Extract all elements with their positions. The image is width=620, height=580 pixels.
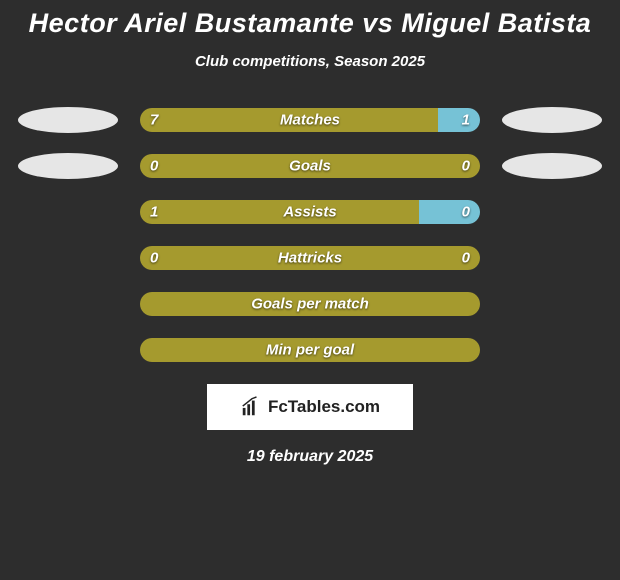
stat-bar: Hattricks 0 0 [140,246,480,270]
bar-right-segment [438,108,481,132]
player-left-ellipse [18,107,118,133]
comparison-infographic: Hector Ariel Bustamante vs Miguel Batist… [0,0,620,580]
stat-label: Hattricks [278,250,342,267]
bar-right-segment [419,200,480,224]
stat-row: Hattricks 0 0 [0,246,620,270]
player-right-ellipse [502,107,602,133]
page-title: Hector Ariel Bustamante vs Miguel Batist… [0,0,620,39]
stat-label: Min per goal [266,342,354,359]
stat-label: Assists [283,204,336,221]
stat-value-right: 0 [462,250,470,267]
stat-label: Matches [280,112,340,129]
stat-value-right: 1 [462,112,470,129]
stat-bar: Min per goal [140,338,480,362]
stat-value-left: 0 [150,158,158,175]
stat-label: Goals [289,158,331,175]
stat-bar: Goals per match [140,292,480,316]
brand-text: FcTables.com [268,397,380,417]
stat-value-right: 0 [462,204,470,221]
stat-row: Min per goal [0,338,620,362]
player-right-ellipse [502,153,602,179]
stat-rows: Matches71Goals00Assists10Hattricks00Goal… [0,108,620,362]
stat-value-left: 1 [150,204,158,221]
bar-left-segment [140,200,419,224]
stat-row: Goals 0 0 [0,154,620,178]
stat-bar: Assists 1 0 [140,200,480,224]
stat-row: Assists 1 0 [0,200,620,224]
stat-label: Goals per match [251,296,369,313]
brand-box: FcTables.com [207,384,413,430]
stat-value-left: 7 [150,112,158,129]
player-left-ellipse [18,153,118,179]
stat-row: Matches 7 1 [0,108,620,132]
date-text: 19 february 2025 [0,448,620,466]
stat-bar: Matches 7 1 [140,108,480,132]
chart-icon [240,396,262,418]
stat-value-left: 0 [150,250,158,267]
stat-row: Goals per match [0,292,620,316]
subtitle: Club competitions, Season 2025 [0,53,620,70]
stat-bar: Goals 0 0 [140,154,480,178]
stat-value-right: 0 [462,158,470,175]
